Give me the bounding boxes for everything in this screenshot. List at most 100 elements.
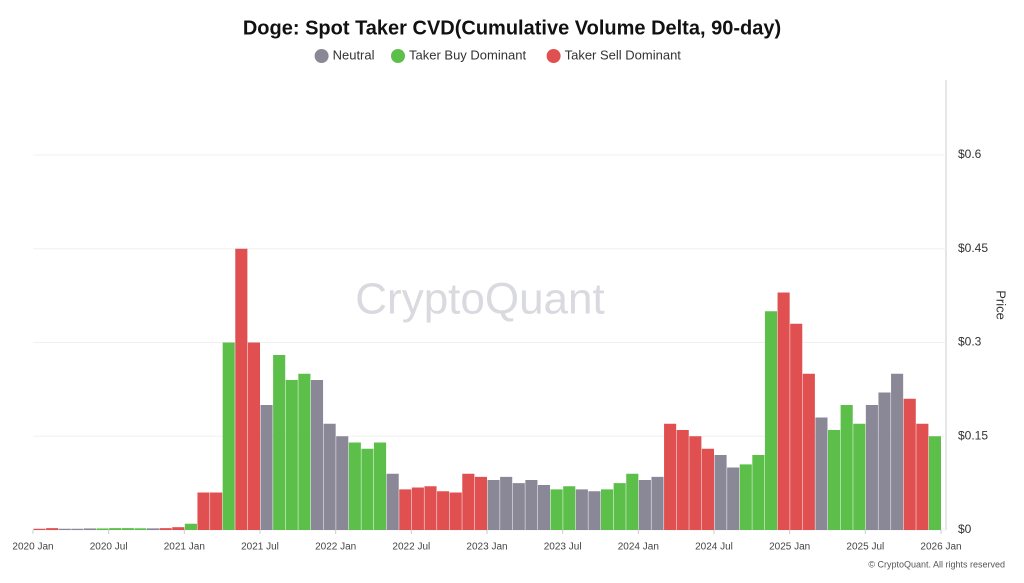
bar — [374, 442, 387, 530]
bar — [865, 405, 878, 530]
bar — [739, 464, 752, 530]
bar — [462, 473, 475, 530]
bar — [71, 528, 84, 530]
bar — [563, 486, 576, 530]
footer: © CryptoQuant. All rights reserved — [868, 559, 1005, 569]
bar — [449, 492, 462, 530]
bar — [853, 423, 866, 530]
y-tick-label: $0 — [958, 522, 972, 536]
bar — [802, 373, 815, 530]
bar — [197, 492, 210, 530]
bar — [487, 480, 500, 530]
bar — [764, 311, 778, 530]
legend-label: Neutral — [333, 47, 375, 62]
bar — [815, 417, 828, 530]
bar — [310, 380, 324, 530]
x-tick-label: 2022 Jan — [315, 542, 356, 553]
bar — [348, 442, 361, 530]
bar — [891, 373, 904, 530]
bar — [613, 483, 626, 530]
legend-label: Taker Buy Dominant — [409, 47, 526, 62]
bar — [777, 292, 790, 530]
x-tick-label: 2023 Jul — [544, 542, 582, 553]
bar — [172, 527, 185, 530]
bar — [336, 436, 349, 530]
bar — [361, 448, 374, 530]
bar — [664, 423, 677, 530]
bar — [411, 487, 424, 530]
y-tick-label: $0.45 — [958, 241, 988, 255]
y-tick-label: $0.3 — [958, 335, 982, 349]
y-tick-label: $0.15 — [958, 428, 988, 442]
legend-label: Taker Sell Dominant — [565, 47, 682, 62]
bar — [159, 528, 172, 530]
bar — [651, 476, 664, 530]
bar — [323, 423, 336, 530]
bar — [46, 528, 59, 530]
bar — [916, 423, 929, 530]
bar — [701, 448, 714, 530]
bar — [512, 483, 525, 530]
bar — [134, 528, 147, 530]
bar — [500, 476, 513, 530]
x-tick-label: 2023 Jan — [466, 542, 507, 553]
bar — [184, 523, 197, 530]
bar — [752, 455, 765, 530]
x-tick-label: 2024 Jan — [618, 542, 659, 553]
x-tick-label: 2022 Jul — [392, 542, 430, 553]
x-tick-label: 2020 Jan — [12, 542, 53, 553]
bar — [386, 473, 399, 530]
bar — [828, 430, 841, 530]
chart-title: Doge: Spot Taker CVD(Cumulative Volume D… — [243, 17, 781, 39]
x-tick-label: 2025 Jul — [846, 542, 884, 553]
bar — [247, 342, 260, 530]
bar — [878, 392, 891, 530]
bar — [638, 480, 651, 530]
bar — [33, 528, 46, 530]
bar — [840, 405, 853, 530]
bar — [727, 467, 740, 530]
bar — [58, 528, 71, 530]
bar — [298, 373, 311, 530]
bar — [83, 528, 97, 530]
x-tick-label: 2024 Jul — [695, 542, 733, 553]
bar — [260, 405, 273, 530]
bar — [714, 455, 727, 530]
bar — [689, 436, 702, 530]
bar — [285, 380, 298, 530]
bar — [273, 355, 286, 530]
x-tick-label: 2020 Jul — [90, 542, 128, 553]
bar — [147, 528, 160, 530]
bar — [790, 323, 803, 530]
bar — [588, 491, 601, 530]
y-axis-title: Price — [994, 290, 1009, 320]
bar — [525, 480, 538, 530]
bar — [424, 486, 437, 530]
bar — [121, 528, 134, 530]
legend-swatch — [546, 49, 561, 63]
legend-swatch — [314, 49, 329, 63]
bar — [222, 342, 235, 530]
legend-swatch — [391, 49, 405, 63]
bar — [626, 473, 639, 530]
bar — [575, 489, 588, 530]
bar — [676, 430, 689, 530]
y-tick-label: $0.6 — [958, 147, 982, 161]
x-tick-label: 2025 Jan — [769, 542, 810, 553]
bar — [210, 492, 223, 530]
bar — [601, 489, 614, 530]
bar — [903, 398, 916, 530]
x-tick-label: 2021 Jul — [241, 542, 279, 553]
bar — [235, 248, 248, 530]
x-tick-label: 2021 Jan — [164, 542, 205, 553]
x-tick-label: 2026 Jan — [920, 542, 961, 553]
watermark: CryptoQuant — [355, 275, 604, 324]
bar — [109, 528, 122, 530]
bar — [437, 491, 450, 530]
bar — [537, 485, 551, 530]
bar — [96, 528, 109, 530]
bar — [399, 489, 412, 530]
bar — [928, 436, 941, 530]
bar — [550, 489, 563, 530]
